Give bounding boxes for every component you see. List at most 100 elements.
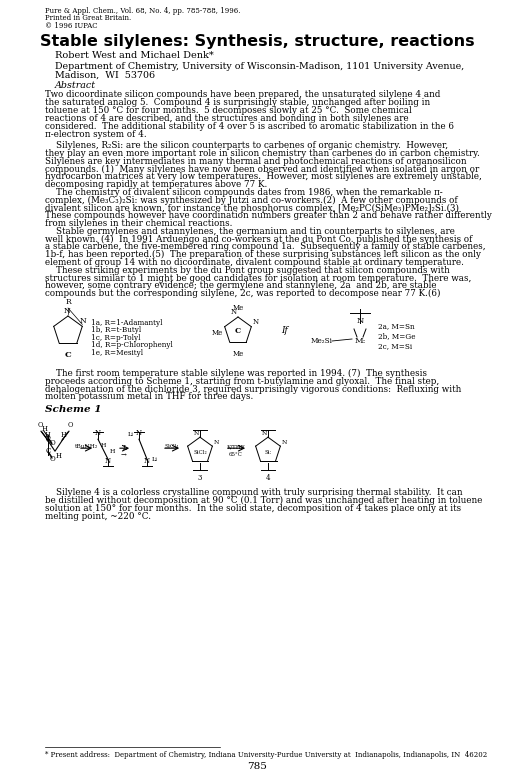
Text: N: N [64,307,70,315]
Text: \: \ [47,433,49,441]
Text: →: → [121,452,127,460]
Text: R: R [65,298,71,306]
Text: O: O [37,421,43,429]
Text: © 1996 IUPAC: © 1996 IUPAC [45,22,97,30]
Text: a stable carbene, the five-membered ring compound 1a.  Subsequently a family of : a stable carbene, the five-membered ring… [45,242,486,251]
Text: dehalogenation of the dichloride 3, required surprisingly vigorous conditions:  : dehalogenation of the dichloride 3, requ… [45,384,461,394]
Text: SiCl₄: SiCl₄ [165,444,179,449]
Text: N: N [252,318,259,326]
Text: M:: M: [354,337,366,345]
Text: N: N [262,431,267,436]
Text: compounds but the corresponding silylene, 2c, was reported to decompose near 77 : compounds but the corresponding silylene… [45,289,441,298]
Text: H: H [42,425,48,433]
Text: Stable silylenes: Synthesis, structure, reactions: Stable silylenes: Synthesis, structure, … [40,34,475,49]
Text: H: H [56,452,62,460]
Text: 2c, M=Si: 2c, M=Si [378,342,412,350]
Text: 3: 3 [198,474,202,482]
Text: Li: Li [152,458,158,462]
Text: SiCl₂: SiCl₂ [193,450,207,454]
Text: Printed in Great Britain.: Printed in Great Britain. [45,15,131,22]
Text: N: N [144,458,150,465]
Text: C: C [45,448,51,455]
Text: complex, (Me₃C₃)₂Si: was synthesized by Jutzi and co-workers.(2)  A few other co: complex, (Me₃C₃)₂Si: was synthesized by … [45,195,458,205]
Text: N: N [105,458,111,465]
Text: 2b, M=Ge: 2b, M=Ge [378,332,416,340]
Text: L: L [122,444,126,452]
Text: H: H [60,431,66,439]
Text: Silylenes are key intermediates in many thermal and photochemical reactions of o: Silylenes are key intermediates in many … [45,157,467,165]
Text: O: O [67,421,73,429]
Text: reactions of 4 are described, and the structures and bonding in both silylenes a: reactions of 4 are described, and the st… [45,114,409,123]
Text: Si:: Si: [264,450,272,454]
Text: decomposing rapidly at temperatures above 77 K.: decomposing rapidly at temperatures abov… [45,180,267,189]
Text: Me: Me [212,329,223,337]
Text: Department of Chemistry, University of Wisconsin-Madison, 1101 University Avenue: Department of Chemistry, University of W… [55,62,464,71]
Text: they play an even more important role in silicon chemistry than carbenes do in c: they play an even more important role in… [45,148,480,158]
Text: Me: Me [232,350,244,358]
Text: 1c, R=p-Tolyl: 1c, R=p-Tolyl [91,334,141,342]
Text: N: N [357,317,364,325]
Text: toluene at 150 °C for four months.  5 decomposes slowly at 25 °C.  Some chemical: toluene at 150 °C for four months. 5 dec… [45,106,412,115]
Text: N: N [213,440,219,445]
Text: N: N [193,431,199,436]
Text: π-electron system of 4.: π-electron system of 4. [45,130,147,139]
Text: If: If [282,327,288,335]
Text: Silylene 4 is a colorless crystalline compound with truly surprising thermal sta: Silylene 4 is a colorless crystalline co… [45,488,463,498]
Text: Me₂Si: Me₂Si [310,337,332,345]
Text: N: N [281,440,287,445]
Text: Abstract: Abstract [55,81,96,90]
Text: be distilled without decomposition at 90 °C (0.1 Torr) and was unchanged after h: be distilled without decomposition at 90… [45,496,482,505]
Text: Scheme 1: Scheme 1 [45,405,102,414]
Text: N: N [231,308,237,316]
Text: proceeds according to Scheme 1, starting from t-butylamine and glyoxal.  The fin: proceeds according to Scheme 1, starting… [45,377,439,386]
Text: H: H [110,448,115,454]
Text: considered.  The additional stability of 4 over 5 is ascribed to aromatic stabil: considered. The additional stability of … [45,122,454,131]
Text: molten potassium metal in THF for three days.: molten potassium metal in THF for three … [45,392,253,401]
Text: Silylenes, R₂Si: are the silicon counterparts to carbenes of organic chemistry. : Silylenes, R₂Si: are the silicon counter… [45,141,448,150]
Text: Madison,  WI  53706: Madison, WI 53706 [55,71,155,80]
Text: N: N [80,318,87,325]
Text: 1d, R=p-Chlorophenyl: 1d, R=p-Chlorophenyl [91,341,173,349]
Text: N: N [136,429,142,438]
Text: These striking experiments by the du Pont group suggested that silicon compounds: These striking experiments by the du Pon… [45,266,450,275]
Text: Me: Me [232,304,244,312]
Text: 4: 4 [266,474,270,482]
Text: H: H [44,431,50,439]
Text: The chemistry of divalent silicon compounds dates from 1986, when the remarkable: The chemistry of divalent silicon compou… [45,188,443,197]
Text: 65°C: 65°C [229,452,243,458]
Text: tBuNH₂: tBuNH₂ [74,444,97,449]
Text: element of group 14 with no dicoordinate, divalent compound stable at ordinary t: element of group 14 with no dicoordinate… [45,258,464,267]
Text: compounds. (1)  Many silylenes have now been observed and identified when isolat: compounds. (1) Many silylenes have now b… [45,165,479,174]
Text: melting point, ~220 °C.: melting point, ~220 °C. [45,511,151,521]
Text: from silylenes in their chemical reactions.: from silylenes in their chemical reactio… [45,219,232,228]
Text: 785: 785 [248,762,267,769]
Text: hydrocarbon matrices at very low temperatures.  However, most silylenes are extr: hydrocarbon matrices at very low tempera… [45,172,482,181]
Text: N: N [95,429,101,438]
Text: O: O [49,439,55,448]
Text: divalent silicon are known, for instance the phosphorus complex, [Me₂PC(SiMe₃)PM: divalent silicon are known, for instance… [45,203,459,212]
Text: Robert West and Michael Denk*: Robert West and Michael Denk* [55,51,214,60]
Text: structures similar to 1 might be good candidates for isolation at room temperatu: structures similar to 1 might be good ca… [45,274,471,282]
Text: C: C [235,327,241,335]
Text: The first room temperature stable silylene was reported in 1994. (7)  The synthe: The first room temperature stable silyle… [45,369,427,378]
Text: H: H [101,443,106,448]
Text: Li: Li [128,432,134,438]
Text: the saturated analog 5.  Compound 4 is surprisingly stable, unchanged after boil: the saturated analog 5. Compound 4 is su… [45,98,430,107]
Text: C: C [65,351,71,359]
Text: well known. (4)  In 1991 Arduengo and co-workers at the du Pont Co. published th: well known. (4) In 1991 Arduengo and co-… [45,235,472,244]
Text: solution at 150° for four months.  In the solid state, decomposition of 4 takes : solution at 150° for four months. In the… [45,504,461,513]
Text: C: C [45,436,51,444]
Text: Two dicoordinate silicon compounds have been prepared, the unsaturated silylene : Two dicoordinate silicon compounds have … [45,90,440,99]
Text: O: O [49,455,55,463]
Text: These compounds however have coordination numbers greater than 2 and behave rath: These compounds however have coordinatio… [45,211,492,220]
Text: 2a, M=Sn: 2a, M=Sn [378,322,415,330]
Text: Stable germylenes and stannylenes, the germanium and tin counterparts to silylen: Stable germylenes and stannylenes, the g… [45,227,455,236]
Text: Pure & Appl. Chem., Vol. 68, No. 4, pp. 785-788, 1996.: Pure & Appl. Chem., Vol. 68, No. 4, pp. … [45,7,241,15]
Text: 1e, R=Mesityl: 1e, R=Mesityl [91,349,143,357]
Text: K/THF: K/THF [227,444,245,449]
Text: 1b-f, has been reported.(5)  The preparation of these surprising substances left: 1b-f, has been reported.(5) The preparat… [45,250,481,259]
Text: 1b, R=t-Butyl: 1b, R=t-Butyl [91,327,141,335]
Text: * Present address:  Department of Chemistry, Indiana University-Purdue Universit: * Present address: Department of Chemist… [45,751,487,759]
Text: however, some contrary evidence; the germylene and stannylene, 2a  and 2b, are s: however, some contrary evidence; the ger… [45,281,437,291]
Text: 1a, R=1-Adamantyl: 1a, R=1-Adamantyl [91,319,163,327]
